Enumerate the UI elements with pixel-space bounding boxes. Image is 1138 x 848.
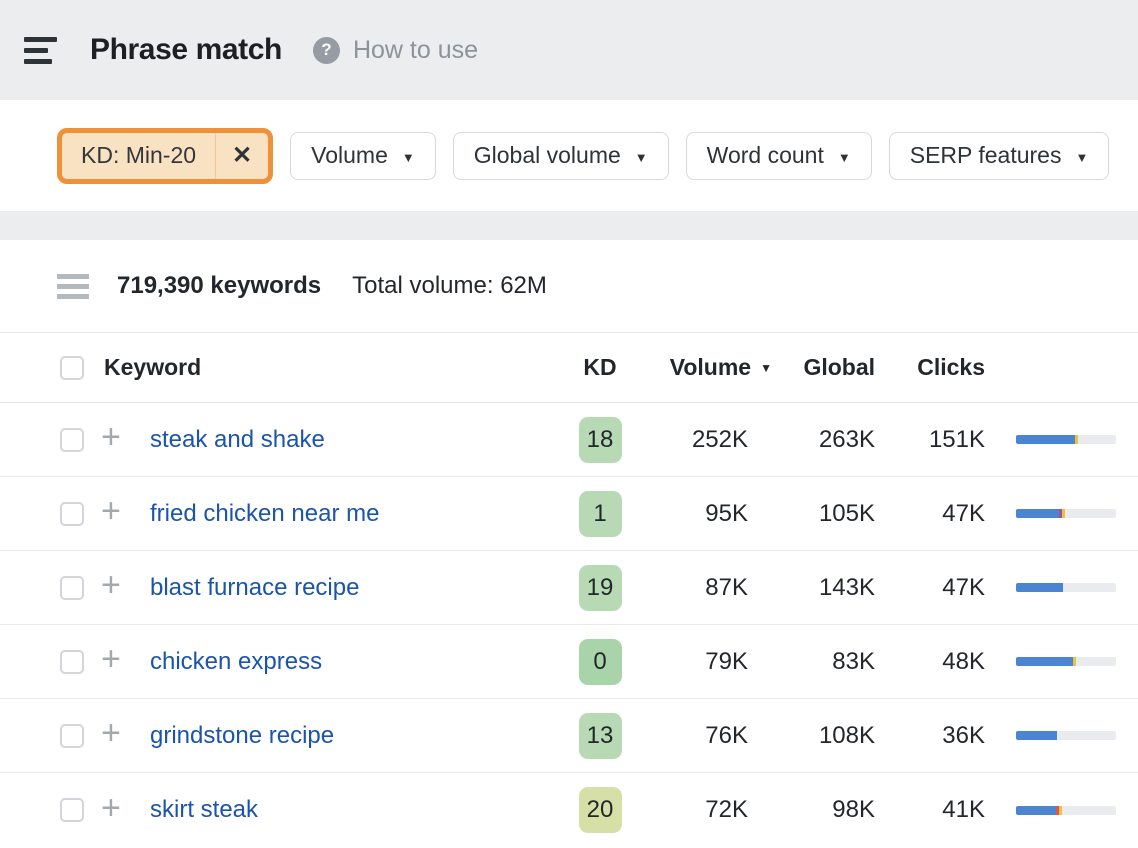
- keyword-link[interactable]: grindstone recipe: [150, 721, 335, 749]
- chevron-down-icon: ▼: [837, 149, 851, 165]
- volume-value: 79K: [705, 647, 748, 675]
- stats-row: 719,390 keywords Total volume: 62M: [0, 240, 1138, 333]
- volume-value: 95K: [705, 499, 748, 527]
- global-value: 83K: [832, 647, 875, 675]
- list-options-icon[interactable]: [57, 273, 89, 299]
- clicks-value: 47K: [942, 573, 985, 601]
- col-clicks[interactable]: Clicks: [917, 354, 985, 380]
- filter-button-serp-features[interactable]: SERP features ▼: [888, 131, 1110, 180]
- menu-icon[interactable]: [24, 36, 57, 64]
- how-to-use-label[interactable]: How to use: [352, 35, 479, 64]
- top-header: Phrase match ? How to use: [0, 0, 1138, 100]
- table-row: + blast furnace recipe 19 87K 143K 47K: [0, 551, 1138, 625]
- filter-button-label: Global volume: [473, 142, 621, 168]
- filter-button-label: SERP features: [909, 142, 1062, 168]
- clicks-value: 41K: [942, 796, 985, 823]
- keyword-link[interactable]: fried chicken near me: [150, 499, 380, 527]
- filter-button-label: Volume: [311, 142, 388, 168]
- filter-bar: KD: Min-20 ✕ Volume ▼ Global volume ▼ Word c…: [0, 100, 1138, 211]
- clicks-value: 47K: [942, 499, 985, 527]
- add-to-list-icon[interactable]: +: [101, 566, 121, 604]
- col-global[interactable]: Global: [803, 354, 875, 380]
- page-title: Phrase match: [90, 33, 282, 66]
- clicks-distribution-bar: [1016, 805, 1116, 815]
- clicks-value: 151K: [928, 425, 985, 453]
- clicks-value: 48K: [942, 647, 985, 675]
- global-value: 98K: [832, 796, 875, 823]
- filter-button-word-count[interactable]: Word count ▼: [685, 131, 872, 180]
- filter-button-volume[interactable]: Volume ▼: [290, 131, 436, 180]
- chip-close-icon[interactable]: ✕: [232, 142, 253, 169]
- table-body: + steak and shake 18 252K 263K 151K + fr…: [0, 403, 1138, 847]
- table-row: + steak and shake 18 252K 263K 151K: [0, 403, 1138, 477]
- kd-badge: 13: [578, 712, 622, 759]
- kd-badge: 20: [578, 787, 622, 833]
- row-checkbox[interactable]: [60, 798, 84, 822]
- sort-desc-icon: ▼: [760, 360, 772, 375]
- filter-button-label: Word count: [706, 142, 824, 168]
- row-checkbox[interactable]: [60, 575, 84, 600]
- chip-divider: [215, 132, 217, 179]
- volume-value: 87K: [705, 573, 748, 601]
- volume-value: 76K: [705, 721, 748, 749]
- table-row: + chicken express 0 79K 83K 48K: [0, 625, 1138, 699]
- total-volume: Total volume: 62M: [352, 272, 547, 299]
- chevron-down-icon: ▼: [401, 149, 415, 165]
- help-question-icon[interactable]: ?: [312, 36, 340, 64]
- row-checkbox[interactable]: [60, 649, 84, 674]
- global-value: 263K: [818, 425, 875, 453]
- volume-value: 72K: [705, 796, 748, 823]
- row-checkbox[interactable]: [60, 723, 84, 748]
- filter-button-global-volume[interactable]: Global volume ▼: [452, 131, 669, 180]
- kd-badge: 0: [578, 638, 622, 685]
- select-all-checkbox[interactable]: [60, 355, 84, 380]
- clicks-value: 36K: [942, 721, 985, 749]
- global-value: 108K: [818, 721, 875, 749]
- table-row: + skirt steak 20 72K 98K 41K: [0, 773, 1138, 847]
- col-volume[interactable]: Volume ▼: [664, 354, 772, 381]
- keyword-link[interactable]: skirt steak: [150, 796, 259, 823]
- add-to-list-icon[interactable]: +: [101, 418, 121, 456]
- results-card: 719,390 keywords Total volume: 62M Keywo…: [0, 240, 1138, 848]
- volume-value: 252K: [691, 425, 748, 453]
- clicks-distribution-bar: [1016, 731, 1116, 740]
- kd-badge: 18: [578, 416, 622, 463]
- add-to-list-icon[interactable]: +: [101, 788, 121, 827]
- kd-badge: 19: [578, 564, 622, 611]
- clicks-distribution-bar: [1016, 435, 1116, 444]
- keyword-link[interactable]: blast furnace recipe: [150, 573, 360, 601]
- add-to-list-icon[interactable]: +: [101, 640, 121, 678]
- kd-filter-chip-label[interactable]: KD: Min-20: [81, 142, 197, 168]
- global-value: 105K: [818, 499, 875, 527]
- keyword-link[interactable]: chicken express: [150, 647, 323, 675]
- add-to-list-icon[interactable]: +: [101, 492, 121, 530]
- how-to-use[interactable]: ? How to use: [312, 35, 479, 65]
- clicks-distribution-bar: [1016, 583, 1116, 592]
- keyword-link[interactable]: steak and shake: [150, 425, 325, 453]
- table-row: + fried chicken near me 1 95K 105K 47K: [0, 477, 1138, 551]
- global-value: 143K: [818, 573, 875, 601]
- table-header: Keyword KD Volume ▼ Global Clicks: [0, 333, 1138, 403]
- chevron-down-icon: ▼: [1075, 149, 1089, 165]
- table-row: + grindstone recipe 13 76K 108K 36K: [0, 699, 1138, 773]
- kd-badge: 1: [578, 490, 622, 537]
- col-kd[interactable]: KD: [583, 354, 617, 380]
- clicks-distribution-bar: [1016, 657, 1116, 666]
- row-checkbox[interactable]: [60, 501, 84, 526]
- clicks-distribution-bar: [1016, 509, 1116, 518]
- kd-filter-chip[interactable]: KD: Min-20 ✕: [57, 127, 274, 184]
- col-keyword[interactable]: Keyword: [104, 354, 202, 380]
- add-to-list-icon[interactable]: +: [101, 714, 121, 752]
- row-checkbox[interactable]: [60, 427, 84, 452]
- col-volume-label[interactable]: Volume: [669, 354, 752, 380]
- chevron-down-icon: ▼: [634, 149, 648, 165]
- keywords-count: 719,390 keywords: [117, 272, 322, 299]
